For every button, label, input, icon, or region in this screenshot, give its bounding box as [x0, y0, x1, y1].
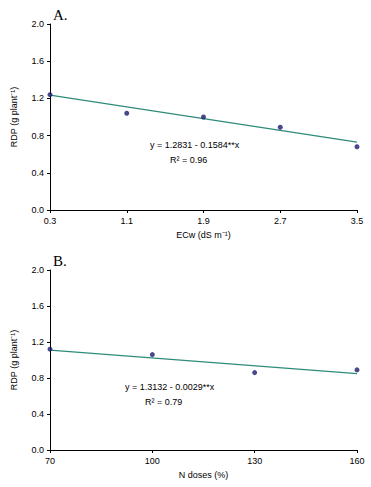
svg-text:130: 130 [247, 456, 262, 466]
svg-text:N doses (%): N doses (%) [179, 470, 229, 480]
svg-text:1.6: 1.6 [31, 56, 44, 66]
svg-text:y = 1.3132 - 0.0029**x: y = 1.3132 - 0.0029**x [125, 382, 215, 392]
svg-text:R² = 0.96: R² = 0.96 [170, 155, 207, 165]
svg-text:R² = 0.79: R² = 0.79 [145, 397, 182, 407]
svg-text:B.: B. [53, 253, 67, 269]
svg-text:0.4: 0.4 [31, 168, 44, 178]
svg-text:2.0: 2.0 [31, 19, 44, 29]
svg-text:y = 1.2831 - 0.1584**x: y = 1.2831 - 0.1584**x [150, 140, 240, 150]
svg-text:1.2: 1.2 [31, 93, 44, 103]
svg-text:RDP (g plant⁻¹): RDP (g plant⁻¹) [9, 87, 19, 147]
svg-text:0.3: 0.3 [44, 216, 57, 226]
svg-text:0.0: 0.0 [31, 205, 44, 215]
svg-text:0.8: 0.8 [31, 131, 44, 141]
svg-text:RDP (g plant⁻¹): RDP (g plant⁻¹) [9, 330, 19, 390]
svg-text:70: 70 [45, 456, 55, 466]
svg-text:2.7: 2.7 [274, 216, 287, 226]
svg-text:1.1: 1.1 [120, 216, 133, 226]
svg-text:1.2: 1.2 [31, 337, 44, 347]
svg-text:1.9: 1.9 [197, 216, 210, 226]
svg-text:ECw (dS m⁻¹): ECw (dS m⁻¹) [176, 230, 231, 240]
svg-text:2.0: 2.0 [31, 265, 44, 275]
svg-text:160: 160 [349, 456, 364, 466]
svg-text:3.5: 3.5 [351, 216, 364, 226]
svg-text:0.8: 0.8 [31, 373, 44, 383]
svg-text:A.: A. [53, 7, 68, 23]
svg-text:100: 100 [145, 456, 160, 466]
svg-text:0.0: 0.0 [31, 445, 44, 455]
svg-text:1.6: 1.6 [31, 301, 44, 311]
svg-text:0.4: 0.4 [31, 409, 44, 419]
